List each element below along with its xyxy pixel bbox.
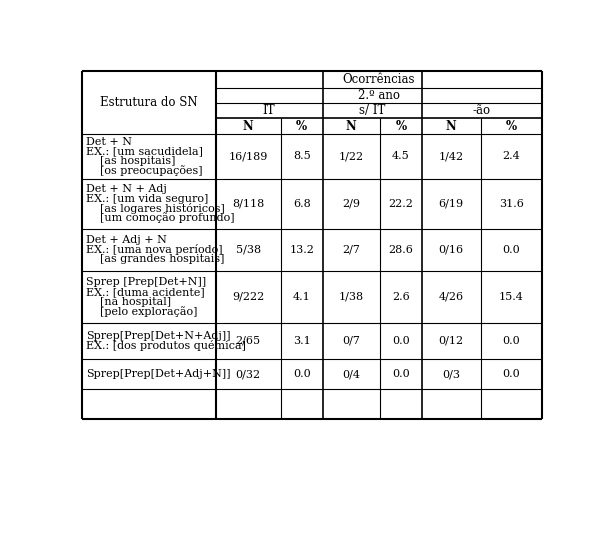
Text: Sprep [Prep[Det+N]]: Sprep [Prep[Det+N]] [86, 277, 206, 287]
Text: 1/22: 1/22 [339, 151, 364, 161]
Text: N: N [346, 119, 357, 133]
Text: [as grandes hospitais]: [as grandes hospitais] [86, 254, 225, 264]
Text: 8/118: 8/118 [232, 199, 264, 209]
Text: 0.0: 0.0 [293, 369, 311, 379]
Text: 0/12: 0/12 [438, 336, 464, 346]
Text: 0/16: 0/16 [438, 245, 464, 255]
Text: Det + Adj + N: Det + Adj + N [86, 235, 167, 245]
Text: 31.6: 31.6 [499, 199, 524, 209]
Text: Sprep[Prep[Det+Adj+N]]: Sprep[Prep[Det+Adj+N]] [86, 369, 231, 379]
Text: Ocorrências: Ocorrências [342, 73, 415, 86]
Text: N: N [243, 119, 253, 133]
Text: [os preocupações]: [os preocupações] [86, 165, 203, 176]
Text: 15.4: 15.4 [499, 292, 524, 302]
Text: 13.2: 13.2 [289, 245, 314, 255]
Text: N: N [446, 119, 457, 133]
Text: 0.0: 0.0 [392, 369, 410, 379]
Text: 28.6: 28.6 [389, 245, 414, 255]
Text: %: % [505, 119, 517, 133]
Text: 16/189: 16/189 [228, 151, 268, 161]
Text: [as logares históricos]: [as logares históricos] [86, 203, 225, 214]
Text: 0/3: 0/3 [442, 369, 460, 379]
Text: 2.º ano: 2.º ano [357, 89, 400, 102]
Text: [um comoção profundo]: [um comoção profundo] [86, 213, 235, 223]
Text: 3.1: 3.1 [293, 336, 311, 346]
Text: %: % [296, 119, 307, 133]
Text: s/ IT: s/ IT [359, 104, 385, 117]
Text: EX.: [uma nova período]: EX.: [uma nova período] [86, 244, 223, 255]
Text: 4.5: 4.5 [392, 151, 410, 161]
Text: 2.6: 2.6 [392, 292, 410, 302]
Text: [as hospitais]: [as hospitais] [86, 156, 176, 166]
Text: EX.: [dos produtos quémica]: EX.: [dos produtos quémica] [86, 341, 246, 351]
Text: -ão: -ão [473, 104, 491, 117]
Text: IT: IT [263, 104, 275, 117]
Text: EX.: [duma acidente]: EX.: [duma acidente] [86, 287, 205, 297]
Text: Det + N + Adj: Det + N + Adj [86, 184, 167, 194]
Text: 2/7: 2/7 [342, 245, 360, 255]
Text: 0/7: 0/7 [342, 336, 360, 346]
Text: 4.1: 4.1 [293, 292, 311, 302]
Text: 2/65: 2/65 [236, 336, 261, 346]
Text: EX.: [um sacudidela]: EX.: [um sacudidela] [86, 146, 203, 157]
Text: Det + N: Det + N [86, 137, 132, 147]
Text: 2.4: 2.4 [502, 151, 520, 161]
Text: 0.0: 0.0 [392, 336, 410, 346]
Text: 6.8: 6.8 [293, 199, 311, 209]
Text: 8.5: 8.5 [293, 151, 311, 161]
Text: 1/42: 1/42 [438, 151, 464, 161]
Text: EX.: [um vida seguro]: EX.: [um vida seguro] [86, 194, 208, 204]
Text: 6/19: 6/19 [438, 199, 464, 209]
Text: [na hospital]: [na hospital] [86, 296, 171, 307]
Text: %: % [395, 119, 406, 133]
Text: 22.2: 22.2 [389, 199, 414, 209]
Text: 9/222: 9/222 [232, 292, 264, 302]
Text: 4/26: 4/26 [438, 292, 464, 302]
Text: [pelo exploração]: [pelo exploração] [86, 306, 198, 316]
Text: 0.0: 0.0 [502, 245, 520, 255]
Text: 0.0: 0.0 [502, 336, 520, 346]
Text: 0/4: 0/4 [342, 369, 361, 379]
Text: 5/38: 5/38 [236, 245, 261, 255]
Text: Sprep[Prep[Det+N+Adj]]: Sprep[Prep[Det+N+Adj]] [86, 331, 231, 341]
Text: 2/9: 2/9 [342, 199, 361, 209]
Text: 1/38: 1/38 [339, 292, 364, 302]
Text: 0/32: 0/32 [236, 369, 261, 379]
Text: 0.0: 0.0 [502, 369, 520, 379]
Text: Estrutura do SN: Estrutura do SN [100, 96, 198, 109]
